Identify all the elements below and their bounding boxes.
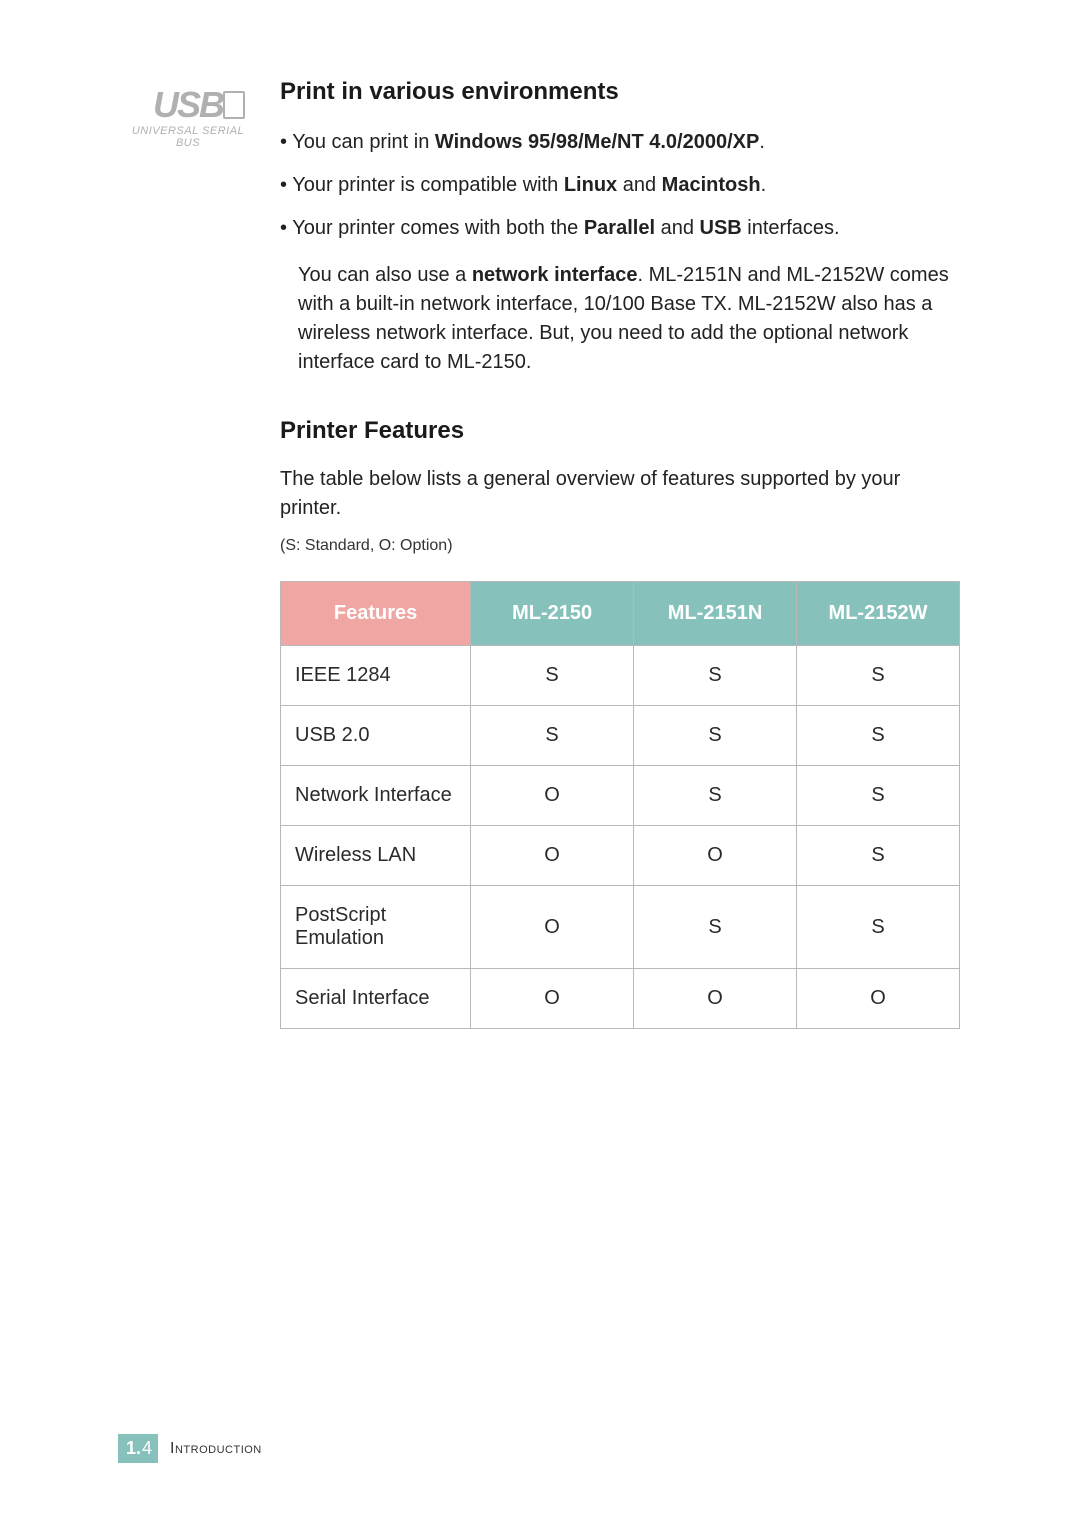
cell: S [797,706,960,766]
table-row: Serial Interface O O O [281,969,960,1029]
bullet-list: You can print in Windows 95/98/Me/NT 4.0… [280,128,960,243]
paragraph-network: You can also use a network interface. ML… [280,261,960,377]
usb-logo-subtext: UNIVERSAL SERIAL BUS [123,125,253,149]
text: You can print in [292,131,435,153]
col-header-features: Features [281,582,471,646]
usb-logo: USB UNIVERSAL SERIAL BUS [123,87,253,149]
bullet-item: You can print in Windows 95/98/Me/NT 4.0… [280,128,960,157]
bold-text: Parallel [584,217,655,239]
feature-name: PostScript Emulation [281,886,471,969]
chapter-name: Introduction [170,1440,262,1458]
cell: O [471,766,634,826]
bold-text: Macintosh [662,174,761,196]
feature-name: Network Interface [281,766,471,826]
col-header-ml2152w: ML-2152W [797,582,960,646]
col-header-ml2151n: ML-2151N [634,582,797,646]
bold-text: network interface [472,264,638,286]
chapter-number: 1. [126,1438,141,1459]
cell: S [797,766,960,826]
table-row: IEEE 1284 S S S [281,646,960,706]
text: . [761,174,767,196]
feature-name: Wireless LAN [281,826,471,886]
bullet-item: Your printer comes with both the Paralle… [280,214,960,243]
cell: S [797,646,960,706]
table-row: Wireless LAN O O S [281,826,960,886]
cell: S [634,706,797,766]
cell: O [797,969,960,1029]
cell: O [634,969,797,1029]
table-legend: (S: Standard, O: Option) [280,537,960,555]
feature-name: USB 2.0 [281,706,471,766]
cell: S [471,706,634,766]
section-heading-environments: Print in various environments [280,78,960,106]
cell: O [471,886,634,969]
section-heading-features: Printer Features [280,417,960,445]
bold-text: Windows 95/98/Me/NT 4.0/2000/XP [435,131,759,153]
cell: S [797,826,960,886]
page-number-box: 1.4 [118,1434,158,1463]
table-row: PostScript Emulation O S S [281,886,960,969]
feature-name: IEEE 1284 [281,646,471,706]
bullet-item: Your printer is compatible with Linux an… [280,171,960,200]
cell: S [471,646,634,706]
bold-text: USB [700,217,742,239]
cell: O [471,969,634,1029]
page-footer: 1.4 Introduction [118,1434,262,1463]
cell: S [634,646,797,706]
page: USB UNIVERSAL SERIAL BUS Print in variou… [0,0,1080,1523]
cell: S [634,766,797,826]
text: and [655,217,699,239]
cell: S [797,886,960,969]
content-area: Print in various environments You can pr… [280,78,960,1029]
table-row: USB 2.0 S S S [281,706,960,766]
bold-text: Linux [564,174,617,196]
cell: S [634,886,797,969]
feature-name: Serial Interface [281,969,471,1029]
text: interfaces. [742,217,840,239]
text: Your printer comes with both the [292,217,584,239]
text: You can also use a [298,264,472,286]
text: and [617,174,661,196]
table-row: Network Interface O S S [281,766,960,826]
text: . [759,131,765,153]
usb-logo-text: USB [153,87,223,123]
cell: O [471,826,634,886]
table-header-row: Features ML-2150 ML-2151N ML-2152W [281,582,960,646]
text: Your printer is compatible with [292,174,564,196]
page-number: 4 [142,1438,152,1459]
features-table: Features ML-2150 ML-2151N ML-2152W IEEE … [280,581,960,1029]
cell: O [634,826,797,886]
lead-paragraph: The table below lists a general overview… [280,465,960,523]
col-header-ml2150: ML-2150 [471,582,634,646]
